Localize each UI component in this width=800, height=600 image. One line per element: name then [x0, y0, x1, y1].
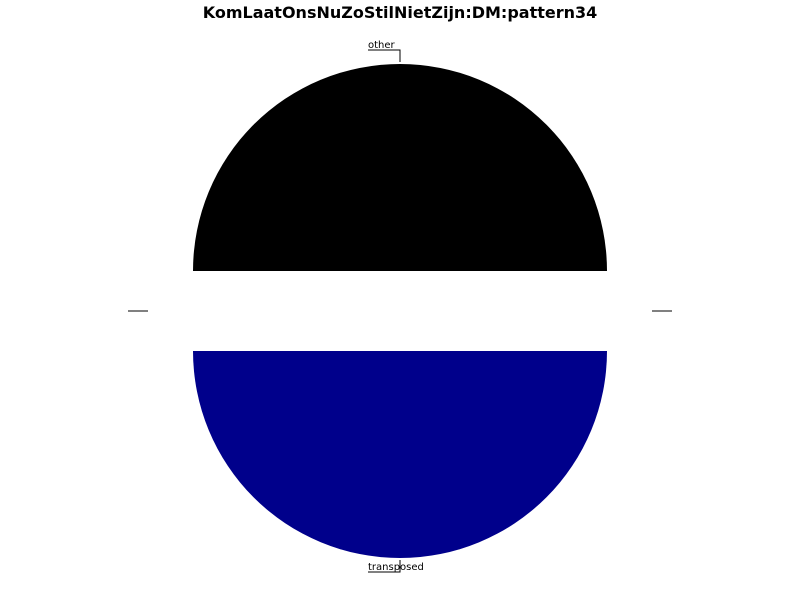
pie-slice-transposed — [193, 351, 607, 558]
pie-slice-other — [193, 64, 607, 271]
slice-label-transposed: transposed — [368, 562, 424, 573]
slices-layer — [193, 64, 607, 558]
leader-line-other — [368, 49, 401, 62]
leaders-layer — [128, 49, 672, 573]
leader-line-transposed — [368, 560, 401, 573]
labels-layer: other transposed — [368, 40, 424, 573]
slice-label-other: other — [368, 40, 396, 51]
chart-title: KomLaatOnsNuZoStilNietZijn:DM:pattern34 — [202, 3, 598, 22]
